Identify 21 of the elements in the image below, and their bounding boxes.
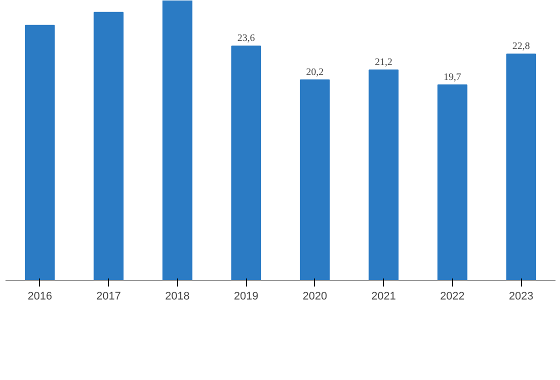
bar: [162, 0, 192, 280]
data-label: 21,2: [374, 57, 392, 68]
x-tick-label: 2016: [28, 290, 52, 302]
bar: [24, 24, 55, 280]
bar: [300, 79, 330, 280]
x-tick-label: 2019: [234, 290, 258, 302]
x-tick-label: 2017: [96, 290, 121, 302]
data-label: 22,8: [512, 41, 530, 52]
data-label: 20,2: [306, 66, 324, 78]
bar: [231, 46, 262, 280]
x-tick-label: 2021: [371, 290, 396, 302]
bar: [437, 84, 468, 280]
x-tick-label: 2020: [302, 290, 328, 302]
x-tick-label: 2018: [165, 290, 190, 302]
bar: [506, 54, 536, 280]
x-tick-label: 2023: [508, 290, 534, 302]
bar: [94, 12, 124, 280]
bar: [368, 70, 399, 280]
data-label: 19,7: [444, 72, 462, 83]
x-tick-label: 2022: [440, 290, 465, 302]
data-label: 23,6: [237, 33, 255, 44]
